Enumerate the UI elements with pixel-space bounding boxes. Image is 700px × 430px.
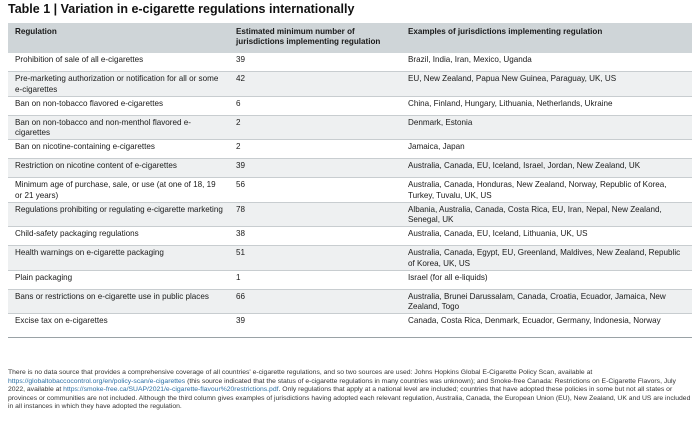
regulation-cell: Prohibition of sale of all e-cigarettes [15,55,144,64]
regulation-cell: Child-safety packaging regulations [15,229,139,239]
footnote-text: . Only regulations that apply at a natio… [8,386,691,411]
examples-cell: Australia, Canada, Honduras, New Zealand… [408,180,667,200]
number-cell: 78 [236,204,246,214]
number-cell: 1 [236,272,241,282]
regulation-cell: Plain packaging [15,272,73,282]
examples-cell: Jamaica, Japan [408,142,465,152]
table-row: Child-safety packaging regulations 38 Au… [8,227,692,246]
regulation-cell: Excise tax on e-cigarettes [15,316,108,326]
number-cell: 42 [236,74,246,84]
regulation-cell: Pre-marketing authorization or notificat… [15,74,219,94]
examples-cell: Israel (for all e-liquids) [408,272,488,282]
examples-cell: Denmark, Estonia [408,117,473,127]
examples-cell: Australia, Canada, EU, Iceland, Lithuani… [408,229,588,239]
table-header-row: Regulation Estimated minimum number of j… [8,23,692,53]
table-row: Bans or restrictions on e-cigarette use … [8,289,692,314]
footnote-text: (this source indicated that the status o… [8,377,676,394]
examples-cell: Australia, Brunei Darussalam, Canada, Cr… [408,291,666,312]
regulation-cell: Ban on non-tobacco and non-menthol flavo… [15,117,191,138]
examples-cell: Australia, Canada, Egypt, EU, Greenland,… [408,248,681,268]
table-row: Health warnings on e-cigarette packaging… [8,245,692,271]
number-cell: 39 [236,161,246,171]
examples-cell: EU, New Zealand, Papua New Guinea, Parag… [408,74,617,84]
header-estimated-number: Estimated minimum number of jurisdiction… [236,27,381,47]
number-cell: 51 [236,248,246,258]
flavour-restrictions-link[interactable]: https://smoke-free.ca/SUAP/2021/e-cigare… [63,386,279,394]
table-row: Restriction on nicotine content of e-cig… [8,158,692,178]
number-cell: 39 [236,55,246,64]
header-examples: Examples of jurisdictions implementing r… [408,27,603,36]
examples-cell: China, Finland, Hungary, Lithuania, Neth… [408,98,613,108]
number-cell: 66 [236,291,246,301]
table-row: Regulations prohibiting or regulating e-… [8,202,692,227]
table-row: Plain packaging 1 Israel (for all e-liqu… [8,270,692,290]
regulation-cell: Bans or restrictions on e-cigarette use … [15,291,209,301]
examples-cell: Canada, Costa Rica, Denmark, Ecuador, Ge… [408,316,661,326]
table-row: Ban on nicotine-containing e-cigarettes … [8,140,692,159]
table-row: Ban on non-tobacco flavored e-cigarettes… [8,96,692,116]
table-footnote: There is no data source that provides a … [8,369,692,412]
examples-cell: Australia, Canada, EU, Iceland, Israel, … [408,161,641,171]
number-cell: 56 [236,180,246,190]
examples-cell: Albania, Australia, Canada, Costa Rica, … [408,204,662,225]
footnote-text: There is no data source that provides a … [8,369,593,376]
number-cell: 39 [236,316,246,326]
number-cell: 2 [236,142,241,152]
table-title: Table 1 | Variation in e-cigarette regul… [8,2,355,16]
table-row: Prohibition of sale of all e-cigarettes … [8,53,692,72]
table-row: Ban on non-tobacco and non-menthol flavo… [8,115,692,140]
policy-scan-link[interactable]: https://globaltobaccocontrol.org/en/poli… [8,377,186,385]
number-cell: 2 [236,117,241,127]
table-row: Pre-marketing authorization or notificat… [8,71,692,97]
regulations-table: Regulation Estimated minimum number of j… [8,23,692,338]
table-row: Minimum age of purchase, sale, or use (a… [8,178,692,203]
regulation-cell: Health warnings on e-cigarette packaging [15,248,164,258]
number-cell: 6 [236,98,241,108]
number-cell: 38 [236,229,246,239]
regulation-cell: Minimum age of purchase, sale, or use (a… [15,180,216,200]
regulation-cell: Regulations prohibiting or regulating e-… [15,204,223,214]
regulation-cell: Restriction on nicotine content of e-cig… [15,161,177,171]
examples-cell: Brazil, India, Iran, Mexico, Uganda [408,55,532,64]
table-row: Excise tax on e-cigarettes 39 Canada, Co… [8,314,692,338]
regulation-cell: Ban on nicotine-containing e-cigarettes [15,142,155,152]
header-regulation: Regulation [15,27,57,36]
regulation-cell: Ban on non-tobacco flavored e-cigarettes [15,98,164,108]
